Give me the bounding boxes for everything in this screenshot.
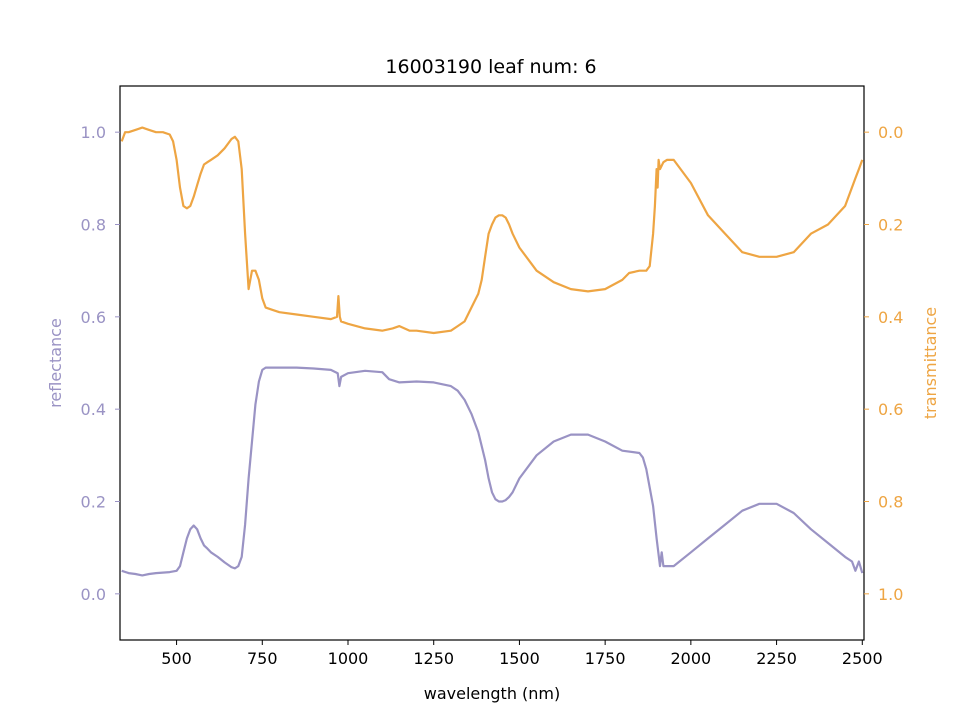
y-tick-label: 0.6 <box>81 308 106 327</box>
x-tick-label: 1500 <box>499 649 540 668</box>
x-tick-label: 2500 <box>842 649 883 668</box>
transmittance-line <box>120 126 864 335</box>
y-tick-label: 0.8 <box>81 216 106 235</box>
x-tick-label: 500 <box>161 649 192 668</box>
series-layer <box>120 126 864 577</box>
y2-tick-label: 0.8 <box>878 493 903 512</box>
y2-tick-label: 0.2 <box>878 216 903 235</box>
y-tick-label: 0.0 <box>81 585 106 604</box>
x-axis: 500 750 1000 1250 1500 1750 2000 2250 2500 <box>161 640 883 668</box>
y-axis-label: reflectance <box>46 318 65 408</box>
y-tick-label: 0.4 <box>81 400 106 419</box>
y-axis-left: 0.0 0.2 0.4 0.6 0.8 1.0 <box>81 123 120 604</box>
reflectance-line <box>121 366 864 577</box>
x-tick-label: 2250 <box>756 649 797 668</box>
y-tick-label: 1.0 <box>81 123 106 142</box>
plot-frame <box>119 85 865 641</box>
y2-axis-label: transmittance <box>921 307 940 419</box>
x-tick-label: 1750 <box>585 649 626 668</box>
x-tick-label: 2000 <box>670 649 711 668</box>
x-tick-label: 750 <box>247 649 278 668</box>
y2-tick-label: 0.4 <box>878 308 903 327</box>
x-tick-label: 1250 <box>413 649 454 668</box>
x-tick-label: 1000 <box>328 649 369 668</box>
y2-tick-label: 0.0 <box>878 123 903 142</box>
y-tick-label: 0.2 <box>81 493 106 512</box>
y-axis-right: 0.0 0.2 0.4 0.6 0.8 1.0 <box>864 123 903 604</box>
y2-tick-label: 0.6 <box>878 400 903 419</box>
x-axis-label: wavelength (nm) <box>424 684 561 703</box>
chart-title: 16003190 leaf num: 6 <box>385 56 596 78</box>
y2-tick-label: 1.0 <box>878 585 903 604</box>
